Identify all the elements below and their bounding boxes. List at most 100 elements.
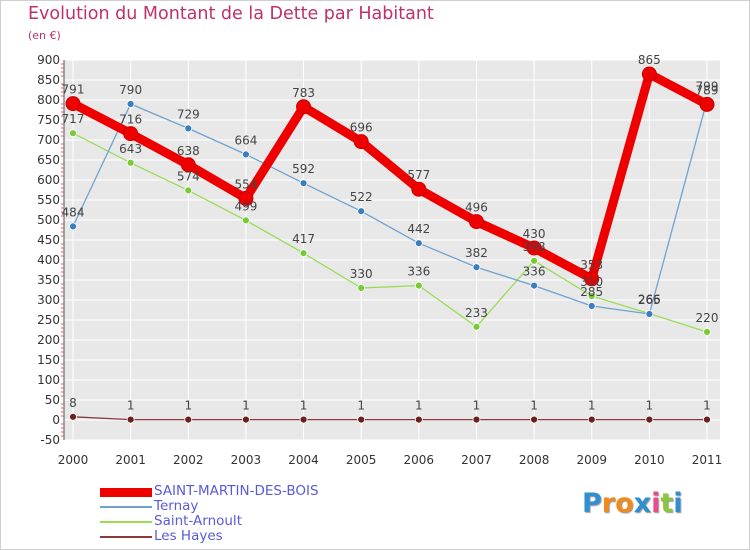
data-label: 336: [523, 265, 546, 279]
y-tick-label: 850: [37, 73, 60, 87]
y-tick-label: 750: [37, 113, 60, 127]
x-tick-label: 2008: [519, 453, 550, 467]
data-label: 789: [696, 83, 719, 97]
legend-swatch: [100, 536, 152, 538]
y-tick-label: 50: [45, 393, 60, 407]
data-point: [699, 96, 715, 112]
y-tick-label: 600: [37, 173, 60, 187]
data-label: 1: [357, 399, 365, 413]
data-label: 717: [62, 112, 85, 126]
data-label: 382: [465, 246, 488, 260]
data-label: 716: [119, 113, 142, 127]
y-tick-label: 350: [37, 273, 60, 287]
legend-swatch: [100, 506, 152, 508]
data-point: [299, 179, 308, 188]
data-label: 310: [580, 275, 603, 289]
x-tick-label: 2006: [404, 453, 435, 467]
chart-title: Evolution du Montant de la Dette par Hab…: [28, 4, 434, 24]
series-line-3: [72, 416, 708, 421]
x-tick-label: 2010: [634, 453, 665, 467]
plot-background: [64, 60, 720, 440]
y-tick-label: 800: [37, 93, 60, 107]
legend-label: Ternay: [154, 498, 199, 514]
data-label: 285: [580, 285, 603, 299]
data-label: 592: [292, 162, 315, 176]
data-point: [587, 415, 596, 424]
data-point: [242, 150, 250, 159]
data-label: 574: [177, 169, 200, 183]
data-point: [414, 415, 423, 424]
data-label: 729: [177, 107, 200, 121]
data-label: 1: [184, 399, 192, 413]
data-label: 484: [62, 205, 85, 219]
data-point: [69, 222, 77, 231]
data-point: [530, 415, 538, 424]
legend-swatch: [100, 487, 152, 497]
data-label: 577: [407, 168, 430, 182]
logo-letter: t: [660, 488, 674, 519]
y-tick-label: 300: [37, 293, 60, 307]
y-tick-label: 400: [37, 253, 60, 267]
data-label: 8: [69, 396, 77, 410]
data-point: [587, 292, 596, 300]
data-label: 233: [465, 306, 488, 320]
y-tick-label: 450: [37, 233, 60, 247]
chart-subtitle: (en €): [28, 29, 61, 42]
legend-label: Saint-Arnoult: [154, 513, 242, 529]
legend-swatch: [100, 521, 152, 523]
data-label: 638: [177, 144, 200, 158]
data-label: 336: [407, 265, 430, 279]
logo-letter: P: [582, 488, 602, 519]
data-label: 865: [638, 53, 661, 67]
x-tick-label: 2000: [58, 453, 89, 467]
x-tick-label: 2002: [173, 453, 204, 467]
series-line-2: [72, 132, 708, 333]
data-point: [530, 256, 538, 265]
y-tick-label: 700: [37, 133, 60, 147]
data-label: 496: [465, 201, 488, 215]
data-point: [468, 214, 484, 230]
data-label: 1: [127, 399, 135, 413]
data-point: [357, 415, 366, 424]
data-point: [526, 240, 542, 256]
data-point: [242, 415, 250, 424]
x-tick-label: 2007: [461, 453, 492, 467]
data-point: [126, 415, 135, 424]
data-point: [472, 415, 481, 424]
logo-letter: r: [601, 488, 616, 519]
y-tick-label: 900: [37, 53, 60, 67]
data-label: 266: [638, 293, 661, 307]
data-label: 220: [696, 311, 719, 325]
series-line-1: [72, 99, 708, 315]
data-label: 430: [523, 227, 546, 241]
data-point: [353, 134, 369, 150]
data-label: 791: [62, 83, 85, 97]
y-tick-label: 0: [52, 413, 60, 427]
data-point: [180, 157, 196, 173]
data-point: [703, 415, 711, 424]
x-tick-label: 2001: [115, 453, 146, 467]
data-label: 1: [588, 399, 596, 413]
data-label: 1: [646, 399, 654, 413]
series-line-0: [68, 69, 712, 284]
y-tick-label: 100: [37, 373, 60, 387]
data-label: 265: [638, 293, 661, 307]
logo-letter: i: [673, 488, 683, 519]
data-label: 790: [119, 83, 142, 97]
data-point: [184, 415, 193, 424]
legend-label: Les Hayes: [154, 528, 223, 544]
data-point: [641, 66, 657, 82]
legend-label: SAINT-MARTIN-DES-BOIS: [154, 483, 319, 499]
data-point: [411, 181, 427, 197]
y-tick-label: 200: [37, 333, 60, 347]
x-tick-label: 2003: [231, 453, 262, 467]
y-tick-label: 500: [37, 213, 60, 227]
data-point: [645, 415, 654, 424]
y-tick-label: -50: [40, 433, 60, 447]
data-label: 330: [350, 267, 373, 281]
data-point: [296, 99, 312, 115]
data-point: [123, 126, 139, 142]
data-label: 398: [523, 240, 546, 254]
data-point: [703, 328, 711, 336]
